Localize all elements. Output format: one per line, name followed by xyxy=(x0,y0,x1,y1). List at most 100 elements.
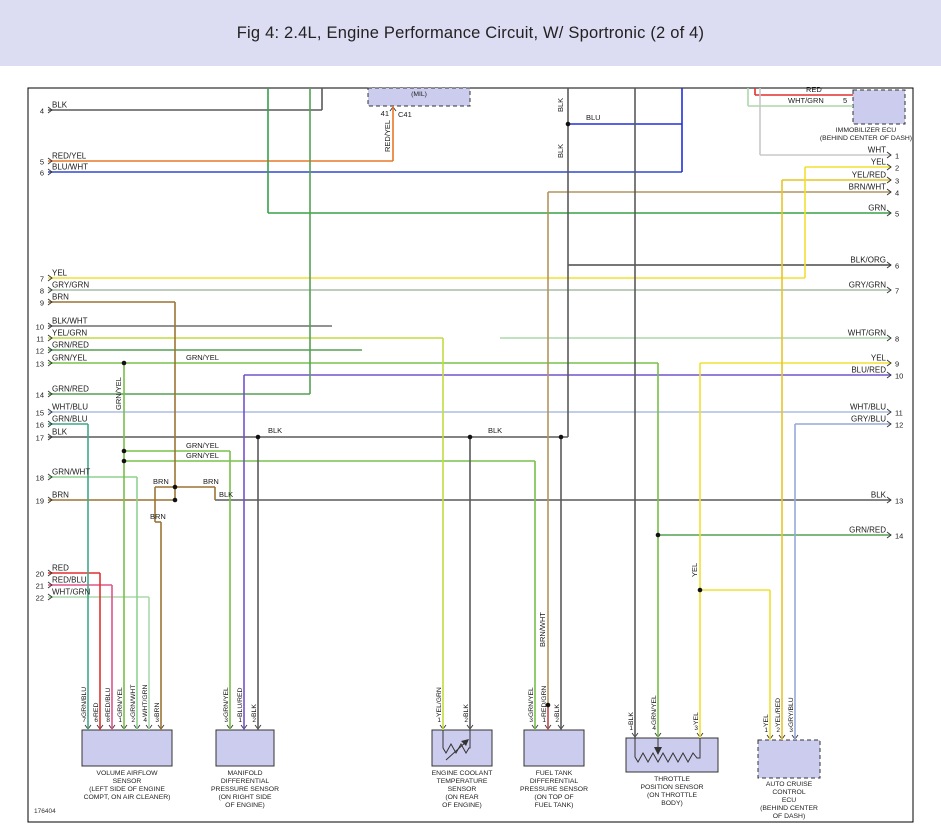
pin-wire-label: WHT/GRN xyxy=(142,684,149,717)
right-pin-number: 7 xyxy=(895,287,899,296)
pin-number: 2 xyxy=(776,727,780,734)
pin-wire-label: BLU/RED xyxy=(237,687,244,717)
right-pin-number: 4 xyxy=(895,189,899,198)
right-pin-number: 6 xyxy=(895,262,899,271)
pin-number: 4 xyxy=(143,717,147,724)
right-pin-number: 12 xyxy=(895,421,903,430)
left-pin-chevron-icon xyxy=(47,593,53,601)
pin-wire-label: GRN/YEL xyxy=(651,695,658,725)
junction-dot xyxy=(558,434,564,440)
volume-airflow-sensor-box xyxy=(81,729,173,767)
left-pin-chevron-icon xyxy=(47,286,53,294)
resistor-symbol xyxy=(634,738,701,764)
left-pin-number: 10 xyxy=(36,323,44,332)
left-pin-number: 9 xyxy=(40,299,44,308)
wire-color-label: BRN/WHT xyxy=(538,612,547,647)
pin-wire-label: GRY/BLU xyxy=(788,697,795,727)
auto-cruise-control-ecu-caption: AUTO CRUISE CONTROL ECU (BEHIND CENTER O… xyxy=(760,781,818,820)
pin-number: 1 xyxy=(437,717,441,724)
fuel-tank-differential-pressure-sensor-caption: FUEL TANK DIFFERENTIAL PRESSURE SENSOR (… xyxy=(520,770,588,809)
wire-color-label: RED/YEL xyxy=(383,120,392,152)
pin-number: 3 xyxy=(789,727,793,734)
manifold-differential-pressure-sensor-caption: MANIFOLD DIFFERENTIAL PRESSURE SENSOR (O… xyxy=(211,770,279,809)
left-pin-chevron-icon xyxy=(47,168,53,176)
right-pin-chevron-icon xyxy=(886,334,892,342)
left-pin-number: 21 xyxy=(36,582,44,591)
right-pin-chevron-icon xyxy=(886,151,892,159)
right-pin-wire-label: WHT/BLU xyxy=(850,403,886,412)
right-pin-wire-label: GRN xyxy=(868,204,886,213)
left-pin-chevron-icon xyxy=(47,274,53,282)
pin-number: 3 xyxy=(529,717,533,724)
pin-wire-label: RED xyxy=(93,703,100,717)
left-pin-number: 13 xyxy=(36,360,44,369)
pin-number: 3 xyxy=(694,725,698,732)
left-pin-wire-label: BLK xyxy=(52,101,68,110)
wire-color-label: BLK xyxy=(488,426,502,435)
pin-wire-label: BLK xyxy=(251,704,258,717)
pin-wire-label: GRN/YEL xyxy=(223,687,230,717)
right-pin-chevron-icon xyxy=(886,209,892,217)
right-pin-chevron-icon xyxy=(886,359,892,367)
right-pin-number: 13 xyxy=(895,497,903,506)
left-pin-wire-label: RED xyxy=(52,564,69,573)
pin-wire-label: BLK xyxy=(554,704,561,717)
right-pin-chevron-icon xyxy=(886,286,892,294)
right-pin-number: 8 xyxy=(895,335,899,344)
wire-color-label: BRN xyxy=(150,512,166,521)
pin-wire-label: RED/BLU xyxy=(105,687,112,717)
wire-color-label: YEL xyxy=(690,563,699,577)
left-pin-chevron-icon xyxy=(47,346,53,354)
right-pin-wire-label: YEL/RED xyxy=(852,171,886,180)
right-pin-number: 2 xyxy=(895,164,899,173)
pin-wire-label: GRN/BLU xyxy=(81,687,88,717)
left-pin-number: 14 xyxy=(36,391,44,400)
symbol-arrowhead-icon xyxy=(654,747,662,755)
left-pin-wire-label: BLU/WHT xyxy=(52,163,88,172)
junction-dot xyxy=(121,458,127,464)
pin-number: 3 xyxy=(155,717,159,724)
junction-dot xyxy=(565,121,571,127)
pin-number: 2 xyxy=(252,717,256,724)
left-pin-chevron-icon xyxy=(47,581,53,589)
diagram-footnote: 176404 xyxy=(34,808,56,815)
wire-color-label: RED xyxy=(806,85,822,94)
right-pin-chevron-icon xyxy=(886,420,892,428)
pin-wire-label: YEL/GRN xyxy=(436,687,443,717)
right-pin-chevron-icon xyxy=(886,408,892,416)
left-pin-chevron-icon xyxy=(47,359,53,367)
left-pin-chevron-icon xyxy=(47,496,53,504)
right-pin-chevron-icon xyxy=(886,496,892,504)
wire-color-label: C41 xyxy=(398,110,412,119)
pin-wire-label: YEL xyxy=(763,714,770,727)
left-pin-number: 6 xyxy=(40,169,44,178)
wire-color-label: WHT/GRN xyxy=(788,96,824,105)
pin-number: 1 xyxy=(629,725,633,732)
left-pin-number: 15 xyxy=(36,409,44,418)
wire-color-label: GRN/YEL xyxy=(186,451,219,460)
left-pin-number: 22 xyxy=(36,594,44,603)
left-pin-wire-label: BRN xyxy=(52,293,69,302)
right-pin-wire-label: BRN/WHT xyxy=(849,183,886,192)
pin-number: 4 xyxy=(652,725,656,732)
fuel-tank-differential-pressure-sensor-box xyxy=(523,729,585,767)
wire-color-label: BRN xyxy=(203,477,219,486)
right-pin-chevron-icon xyxy=(886,531,892,539)
immobilizer-ecu-box xyxy=(852,89,906,125)
right-pin-chevron-icon xyxy=(886,176,892,184)
left-pin-number: 12 xyxy=(36,347,44,356)
right-pin-wire-label: BLK/ORG xyxy=(850,256,886,265)
left-pin-chevron-icon xyxy=(47,106,53,114)
engine-coolant-temperature-sensor-caption: ENGINE COOLANT TEMPERATURE SENSOR (ON RE… xyxy=(431,770,493,809)
left-pin-wire-label: RED/YEL xyxy=(52,152,87,161)
left-pin-wire-label: GRN/YEL xyxy=(52,354,88,363)
symbol-arrow-icon xyxy=(445,740,468,761)
left-pin-wire-label: BRN xyxy=(52,491,69,500)
right-pin-chevron-icon xyxy=(886,261,892,269)
junction-dot xyxy=(255,434,261,440)
pin-number: 7 xyxy=(82,717,86,724)
right-pin-wire-label: BLK xyxy=(871,491,887,500)
right-pin-wire-label: WHT/GRN xyxy=(848,329,886,338)
right-pin-number: 5 xyxy=(895,210,899,219)
junction-dot xyxy=(172,484,178,490)
